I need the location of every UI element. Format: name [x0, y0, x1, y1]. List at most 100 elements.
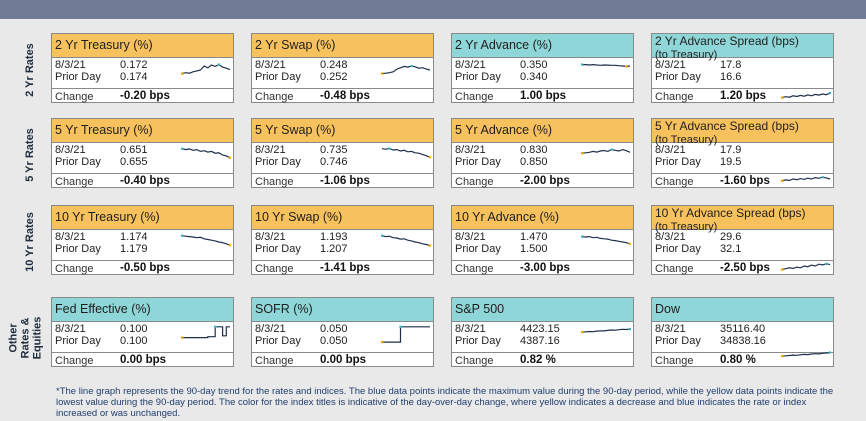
card-title-text: 2 Yr Swap (%) [255, 38, 336, 52]
prior-day-label: Prior Day [455, 243, 501, 255]
change-value: 0.00 bps [120, 354, 167, 366]
min-point [181, 72, 184, 75]
max-point [821, 175, 824, 179]
trend-line [381, 65, 431, 75]
prior-day-label: Prior Day [55, 335, 101, 347]
change-value: -1.41 bps [320, 262, 370, 274]
max-point [828, 91, 831, 95]
change-row: Change 0.80 % [652, 352, 833, 368]
change-value: -0.40 bps [120, 175, 170, 187]
date-label: 8/3/21 [255, 59, 286, 71]
trend-sparkline [781, 351, 831, 358]
card-header: Dow [652, 298, 833, 322]
prior-day-value: 0.252 [320, 71, 348, 83]
trend-sparkline [181, 325, 230, 339]
trend-sparkline [381, 325, 430, 344]
rate-card: 2 Yr Swap (%) 8/3/21 0.248 Prior Day 0.252 Ch… [251, 33, 434, 103]
card-header: S&P 500 [452, 298, 633, 322]
change-row: Change 1.20 bps [652, 88, 833, 104]
max-point [825, 262, 828, 266]
trend-sparkline [181, 147, 231, 159]
prior-day-label: Prior Day [55, 243, 101, 255]
trend-sparkline [781, 262, 831, 271]
date-label: 8/3/21 [255, 144, 286, 156]
prior-day-value: 0.850 [520, 156, 548, 168]
date-label: 8/3/21 [55, 231, 86, 243]
rate-card: Dow 8/3/21 35116.40 Prior Day 34838.16 Change… [651, 297, 834, 367]
max-point [581, 235, 584, 238]
card-title: 5 Yr Treasury (%) [55, 123, 153, 137]
card-header: 10 Yr Advance Spread (bps) (to Treasury) [652, 206, 833, 233]
card-title: 10 Yr Treasury (%) [55, 210, 160, 224]
date-label: 8/3/21 [255, 231, 286, 243]
change-label: Change [255, 355, 294, 367]
trend-line [781, 263, 831, 271]
current-value: 0.050 [320, 323, 348, 335]
change-value: 1.20 bps [720, 90, 767, 102]
top-banner [0, 0, 866, 19]
card-subtitle: (to Treasury) [655, 134, 718, 146]
rate-card: 10 Yr Swap (%) 8/3/21 1.193 Prior Day 1.207 C… [251, 205, 434, 275]
card-subtitle: (to Treasury) [655, 221, 718, 233]
change-value: -2.00 bps [520, 175, 570, 187]
card-title-text: 10 Yr Advance Spread (bps) [655, 206, 806, 220]
date-label: 8/3/21 [655, 144, 686, 156]
prior-day-label: Prior Day [255, 335, 301, 347]
max-point [381, 234, 384, 237]
min-point [781, 354, 784, 358]
prior-day-value: 0.340 [520, 71, 548, 83]
trend-line [381, 147, 431, 158]
card-title: 10 Yr Advance Spread (bps) (to Treasury) [655, 207, 806, 234]
max-point [610, 148, 613, 151]
card-title: 2 Yr Swap (%) [255, 38, 335, 52]
card-header: 2 Yr Advance (%) [452, 34, 633, 58]
current-value: 1.174 [120, 231, 148, 243]
current-value: 29.6 [720, 231, 742, 243]
change-value: -1.06 bps [320, 175, 370, 187]
current-value: 0.830 [520, 144, 548, 156]
trend-line [581, 328, 631, 333]
card-header: 2 Yr Advance Spread (bps) (to Treasury) [652, 34, 833, 61]
rate-card: SOFR (%) 8/3/21 0.050 Prior Day 0.050 Change 0… [251, 297, 434, 367]
prior-day-value: 16.6 [720, 71, 742, 83]
trend-line [181, 148, 231, 159]
card-title-text: 2 Yr Advance (%) [455, 38, 553, 52]
card-title-text: 2 Yr Advance Spread (bps) [655, 34, 799, 48]
prior-day-value: 0.174 [120, 71, 148, 83]
card-header: 2 Yr Swap (%) [252, 34, 433, 58]
current-value: 17.9 [720, 144, 742, 156]
current-value: 0.248 [320, 59, 348, 71]
prior-day-label: Prior Day [455, 71, 501, 83]
max-point [181, 147, 184, 150]
date-label: 8/3/21 [655, 231, 686, 243]
card-title-text: 5 Yr Treasury (%) [55, 123, 153, 137]
prior-day-label: Prior Day [255, 243, 301, 255]
prior-day-label: Prior Day [255, 156, 301, 168]
card-title-text: 5 Yr Swap (%) [255, 123, 336, 137]
change-label: Change [655, 355, 694, 367]
min-point [228, 156, 231, 159]
trend-sparkline [781, 175, 831, 183]
min-point [628, 242, 631, 246]
row-label-text: 5 Yr Rates [24, 128, 37, 182]
card-title-text: 10 Yr Swap (%) [255, 210, 343, 224]
current-value: 0.100 [120, 323, 148, 335]
change-row: Change 0.00 bps [52, 352, 233, 368]
change-value: -3.00 bps [520, 262, 570, 274]
change-value: -0.50 bps [120, 262, 170, 274]
max-point [410, 64, 413, 68]
prior-day-label: Prior Day [655, 156, 701, 168]
change-row: Change 0.82 % [452, 352, 633, 368]
prior-day-value: 0.050 [320, 335, 348, 347]
change-value: -0.20 bps [120, 90, 170, 102]
trend-sparkline [581, 327, 631, 334]
trend-sparkline [381, 64, 431, 75]
current-value: 35116.40 [720, 323, 766, 335]
trend-line [781, 92, 831, 99]
date-label: 8/3/21 [455, 144, 486, 156]
trend-line [581, 235, 631, 245]
card-title: 5 Yr Advance Spread (bps) (to Treasury) [655, 120, 799, 147]
trend-sparkline [381, 234, 431, 247]
min-point [428, 244, 431, 247]
prior-day-value: 1.500 [520, 243, 548, 255]
